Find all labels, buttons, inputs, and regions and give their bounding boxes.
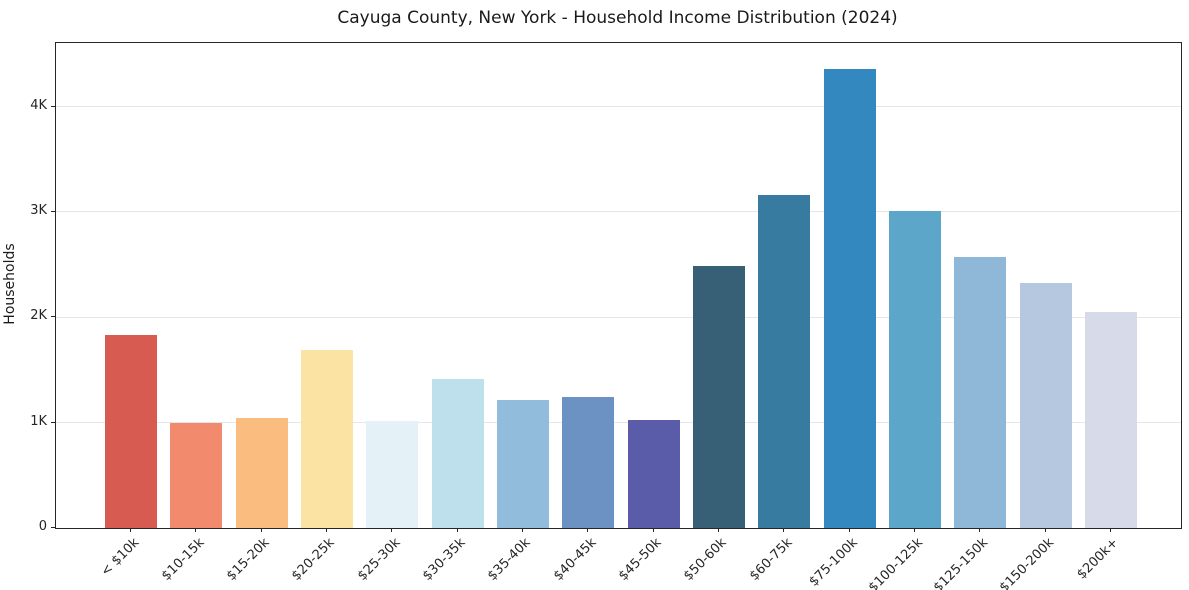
- x-tick-label-125-150k: $125-150k: [931, 535, 992, 590]
- x-tick-mark: [522, 528, 523, 532]
- gridline-2K: [56, 316, 1181, 318]
- y-tick-mark: [51, 105, 55, 107]
- x-tick-label-200k: $200k+: [1074, 535, 1122, 583]
- x-tick-label-20-25k: $20-25k: [289, 535, 338, 584]
- bar-20-25k: [301, 350, 353, 528]
- x-tick-mark: [1044, 528, 1046, 532]
- gridline-3K: [56, 211, 1181, 213]
- x-tick-mark: [914, 528, 915, 532]
- x-tick-mark: [391, 528, 393, 532]
- x-tick-label-35-40k: $35-40k: [485, 535, 534, 584]
- x-tick-label-150-200k: $150-200k: [996, 535, 1057, 590]
- bar-150-200k: [1019, 282, 1072, 528]
- x-tick-mark: [718, 528, 719, 532]
- x-tick-label-100-125k: $100-125k: [865, 535, 926, 590]
- x-tick-mark: [130, 528, 131, 532]
- x-tick-mark: [1110, 528, 1111, 532]
- bar-10-15k: [170, 422, 223, 528]
- gridline-1K: [56, 421, 1181, 423]
- x-tick-label-60-75k: $60-75k: [746, 535, 796, 584]
- y-tick-mark: [51, 211, 55, 213]
- chart-title: Cayuga County, New York - Household Inco…: [337, 8, 898, 28]
- x-tick-label-10k: < $10k: [97, 535, 142, 580]
- x-tick-mark: [326, 528, 327, 532]
- x-tick-label-75-100k: $75-100k: [806, 535, 861, 590]
- x-tick-label-25-30k: $25-30k: [354, 535, 404, 584]
- x-tick-label-30-35k: $30-35k: [420, 535, 469, 584]
- x-tick-label-50-60k: $50-60k: [681, 535, 730, 584]
- bar-40-45k: [562, 396, 615, 528]
- y-tick-mark: [51, 421, 55, 423]
- x-tick-mark: [587, 528, 589, 532]
- y-tick-label-4K: 4K: [30, 97, 47, 113]
- bar-35-40k: [497, 400, 549, 528]
- x-tick-mark: [979, 528, 981, 532]
- bar-45-50k: [627, 419, 680, 528]
- x-tick-mark: [456, 528, 458, 532]
- x-tick-label-40-45k: $40-45k: [550, 535, 600, 584]
- y-tick-mark: [51, 316, 55, 318]
- bar-10k: [105, 335, 157, 528]
- y-tick-mark: [51, 527, 55, 528]
- x-tick-label-15-20k: $15-20k: [224, 535, 273, 584]
- x-tick-label-45-50k: $45-50k: [616, 535, 665, 584]
- plot-area: [55, 42, 1182, 529]
- y-tick-label-1K: 1K: [30, 413, 47, 429]
- bar-30-35k: [431, 378, 484, 528]
- bar-15-20k: [235, 417, 288, 528]
- bar-25-30k: [366, 420, 419, 528]
- bar-200k: [1085, 311, 1137, 528]
- x-tick-mark: [783, 528, 785, 532]
- x-tick-mark: [195, 528, 197, 532]
- y-tick-label-2K: 2K: [30, 308, 47, 324]
- bar-60-75k: [758, 194, 811, 528]
- y-tick-label-0: 0: [38, 519, 47, 534]
- x-tick-mark: [260, 528, 262, 532]
- bar-100-125k: [889, 211, 941, 528]
- x-tick-label-10-15k: $10-15k: [158, 535, 208, 584]
- y-tick-label-3K: 3K: [30, 203, 47, 219]
- bar-50-60k: [693, 265, 745, 528]
- bar-75-100k: [823, 69, 876, 528]
- x-tick-mark: [848, 528, 850, 532]
- gridline-4K: [56, 106, 1181, 107]
- bar-125-150k: [954, 256, 1007, 528]
- x-tick-mark: [652, 528, 654, 532]
